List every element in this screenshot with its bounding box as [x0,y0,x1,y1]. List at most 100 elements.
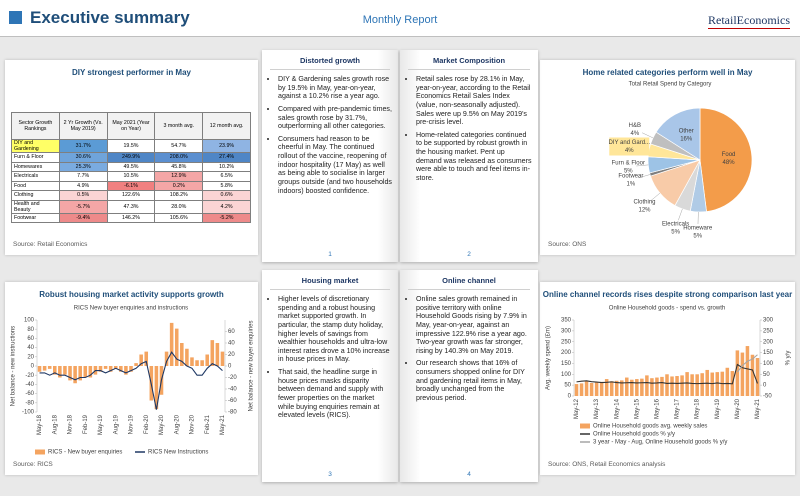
table-cell: 47.3% [106,199,156,214]
source: Source: Retail Economics [13,241,88,248]
bar [700,373,704,396]
bar [655,377,659,396]
header-cell: 2 Yr Growth (Vs. May 2019) [58,112,108,140]
page-number: 2 [467,251,471,258]
bar [650,378,654,396]
legend-swatch [35,449,45,455]
pie-value-label: 5% [624,168,633,174]
bullet-list: Higher levels of discretionary spending … [262,295,392,420]
table-cell: 28.0% [154,199,204,214]
pie-label: DIY and Gard... [608,140,650,146]
header-cell: Sector Growth Rankings [11,112,60,140]
logo: RetailEconomics [708,13,790,29]
x-tick-label: Nov-18 [68,414,74,434]
bullet-list: DIY & Gardening sales growth rose by 19.… [262,75,392,195]
y2-tick-label: 40 [228,341,235,347]
table-row: Furn & Floor 30.6% 249.9% 208.0% 27.4% [11,152,251,163]
bar [215,343,220,366]
pie-label: Clothing [634,199,656,205]
line [39,351,223,410]
line [576,363,759,385]
page-title: Housing market [270,276,390,290]
x-tick-label: May-13 [594,398,600,419]
bar [750,354,755,396]
table-cell: 208.0% [154,152,204,163]
y2-tick-label: -50 [763,394,772,400]
growth-table: Sector Growth Rankings 2 Yr Growth (Vs. M… [11,112,251,223]
pie-value-label: 16% [680,137,693,143]
bar [103,366,108,369]
bar [154,366,159,410]
table-cell: 10.2% [202,161,251,172]
bar [630,379,634,396]
pie-chart: Total Retail Spend by Category Food 48% Hom… [608,82,753,238]
chart-subtitle: Total Retail Spend by Category [629,82,712,88]
bar [134,363,138,366]
pie-label: Food [722,152,736,158]
pie-value-label: 4% [625,148,634,154]
pie-label: Furn & Floor [612,160,645,166]
bar [83,366,88,378]
bar [614,380,619,396]
table-cell: 49.5% [106,161,156,172]
pie-value-label: 5% [693,234,702,238]
y2-tick-label: -40 [228,387,237,393]
table-cell: 27.4% [202,152,251,163]
chart-subtitle: RICS New buyer enquiries and instruction… [74,306,188,312]
pie-label: Electricals [662,221,689,227]
table-cell: -9.4% [58,212,108,223]
bar [645,375,649,396]
y-axis-label: Net balance - new instructions [11,326,17,406]
bar [78,366,82,381]
x-tick-label: May-12 [574,398,580,419]
table-cell: 0.6% [202,190,251,201]
y-tick-label: 200 [561,350,572,356]
y-tick-label: 60 [27,336,34,342]
bullet-list: Retail sales rose by 28.1% in May, year-… [400,75,532,183]
y-tick-label: -100 [22,410,35,416]
table-cell: Health and Beauty [11,199,60,214]
table-cell: 25.3% [58,161,108,172]
table-cell: 122.6% [106,190,156,201]
pie-label: H&B [629,123,641,129]
table-cell: 105.6% [154,212,204,223]
table-cell: 54.7% [154,139,204,153]
x-tick-label: May-17 [675,398,681,419]
table-cell: 19.5% [106,139,156,153]
y2-tick-label: -80 [228,410,237,416]
y2-tick-label: 0 [228,364,232,370]
x-tick-label: Feb-20 [144,414,150,434]
legend-label: 3 year - May - Aug, Online Household goo… [593,440,727,446]
legend-swatch [580,423,590,429]
pie-value-label: 4% [631,131,640,137]
header-cell: May 2021 (Year on Year) [106,112,156,140]
y2-axis-label: Net balance - new buyer enquiries [249,320,255,411]
y-tick-label: 100 [24,318,35,324]
bar [119,366,123,372]
table-cell: Electricals [11,171,60,182]
bar [164,351,169,366]
bar [58,366,62,378]
y-tick-label: 100 [561,372,572,378]
bar [710,372,715,396]
panel-title: Robust housing market activity supports … [39,290,224,299]
page-number: 4 [467,471,471,478]
bullet: DIY & Gardening sales growth rose by 19.… [278,75,392,101]
title-icon [9,11,22,24]
bar [690,374,694,396]
table-cell: 249.9% [106,152,156,163]
bar [584,380,589,396]
bar [205,354,209,366]
report-page: Housing market Higher levels of discretio… [262,270,398,482]
bullet: That said, the headline surge in house p… [278,368,392,420]
x-tick-label: May-18 [695,398,701,419]
y2-tick-label: 100 [763,361,774,367]
leader-line [678,208,683,221]
page-title: Distorted growth [270,56,390,70]
table-cell: 146.2% [106,212,156,223]
x-tick-label: May-21 [755,398,761,419]
bar [619,380,624,396]
x-tick-label: Nov-20 [190,414,196,434]
table-row: Health and Beauty -5.7% 47.3% 28.0% 4.2% [11,199,251,214]
bar [53,366,57,375]
